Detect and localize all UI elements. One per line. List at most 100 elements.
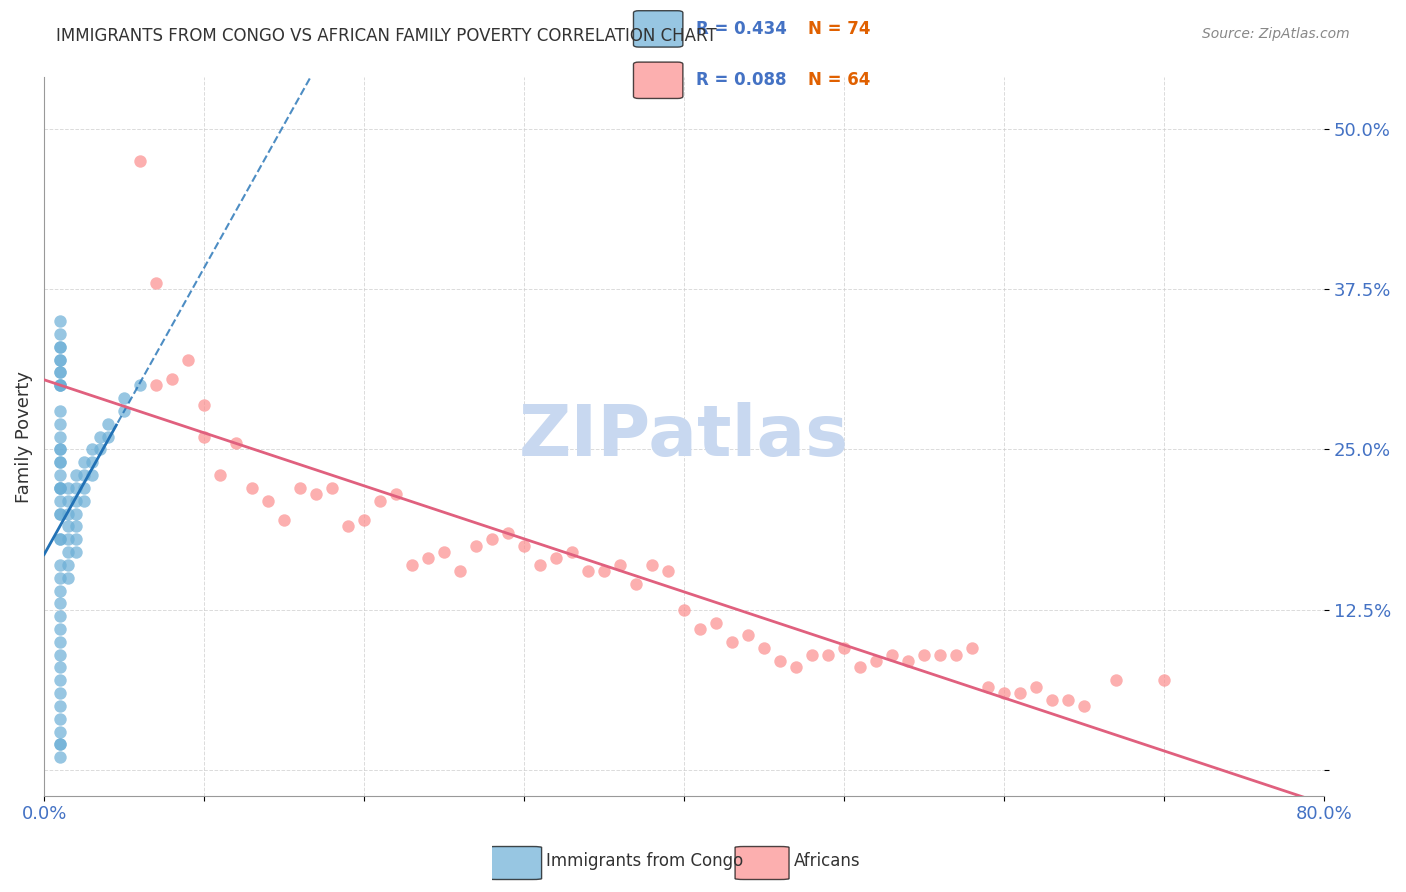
Text: N = 74: N = 74 xyxy=(807,20,870,37)
Point xyxy=(465,539,488,553)
Point xyxy=(89,429,111,443)
Point xyxy=(49,378,72,392)
Point xyxy=(49,712,72,726)
Point xyxy=(785,660,807,674)
Point xyxy=(49,493,72,508)
Point xyxy=(49,533,72,547)
Text: Source: ZipAtlas.com: Source: ZipAtlas.com xyxy=(1202,27,1350,41)
FancyBboxPatch shape xyxy=(488,847,541,880)
Point xyxy=(82,442,104,457)
Point xyxy=(56,571,79,585)
Point xyxy=(609,558,631,572)
Point xyxy=(73,468,96,483)
Text: N = 64: N = 64 xyxy=(807,71,870,89)
Point xyxy=(817,648,839,662)
Point xyxy=(56,507,79,521)
Point xyxy=(49,571,72,585)
Point xyxy=(193,429,215,443)
Point xyxy=(49,673,72,688)
Point xyxy=(49,481,72,495)
Point xyxy=(801,648,824,662)
Point xyxy=(49,609,72,624)
Point xyxy=(49,596,72,610)
Point xyxy=(368,493,391,508)
Point xyxy=(1025,680,1047,694)
Point xyxy=(112,391,135,405)
Point xyxy=(49,366,72,380)
Point xyxy=(49,481,72,495)
Point xyxy=(49,352,72,367)
Point xyxy=(849,660,872,674)
Point xyxy=(945,648,967,662)
Point xyxy=(704,615,727,630)
Point xyxy=(49,583,72,598)
Point xyxy=(65,493,87,508)
Point xyxy=(385,487,408,501)
Point xyxy=(49,314,72,328)
Point xyxy=(49,468,72,483)
Point xyxy=(49,378,72,392)
Point xyxy=(49,507,72,521)
Text: R = 0.088: R = 0.088 xyxy=(696,71,786,89)
Point xyxy=(160,372,183,386)
Point xyxy=(129,153,152,168)
Point xyxy=(993,686,1015,700)
Point xyxy=(1153,673,1175,688)
Point xyxy=(145,378,167,392)
Point xyxy=(49,404,72,418)
Point xyxy=(305,487,328,501)
Point xyxy=(576,564,599,578)
Point xyxy=(49,442,72,457)
Point xyxy=(49,352,72,367)
Point xyxy=(544,551,567,566)
Point xyxy=(49,340,72,354)
Point xyxy=(49,738,72,752)
Point xyxy=(257,493,280,508)
Point xyxy=(49,455,72,469)
Point xyxy=(73,481,96,495)
Point xyxy=(82,455,104,469)
Point xyxy=(112,404,135,418)
Point xyxy=(49,635,72,649)
Point xyxy=(49,724,72,739)
Point xyxy=(73,455,96,469)
Point xyxy=(49,326,72,341)
Point xyxy=(752,641,775,656)
Point xyxy=(1057,692,1080,706)
Point xyxy=(721,635,744,649)
Point xyxy=(193,398,215,412)
Point xyxy=(129,378,152,392)
Point xyxy=(49,442,72,457)
Point xyxy=(82,468,104,483)
Point xyxy=(672,603,695,617)
Text: Africans: Africans xyxy=(793,852,860,870)
Point xyxy=(209,468,232,483)
Point xyxy=(225,436,247,450)
Point xyxy=(288,481,311,495)
Point xyxy=(56,533,79,547)
Text: Immigrants from Congo: Immigrants from Congo xyxy=(546,852,744,870)
Point xyxy=(49,660,72,674)
Point xyxy=(401,558,423,572)
Point xyxy=(49,507,72,521)
Point xyxy=(273,513,295,527)
Point xyxy=(49,455,72,469)
Point xyxy=(65,507,87,521)
Point xyxy=(65,468,87,483)
Text: ZIPatlas: ZIPatlas xyxy=(519,402,849,471)
Point xyxy=(353,513,375,527)
Point xyxy=(912,648,935,662)
Point xyxy=(65,533,87,547)
Text: IMMIGRANTS FROM CONGO VS AFRICAN FAMILY POVERTY CORRELATION CHART: IMMIGRANTS FROM CONGO VS AFRICAN FAMILY … xyxy=(56,27,717,45)
Point xyxy=(1008,686,1031,700)
Point xyxy=(56,519,79,533)
Point xyxy=(49,417,72,431)
Point xyxy=(49,533,72,547)
Point xyxy=(977,680,1000,694)
Point xyxy=(433,545,456,559)
Point xyxy=(1105,673,1128,688)
Point xyxy=(49,698,72,713)
Point xyxy=(496,525,519,540)
Point xyxy=(97,417,120,431)
Point xyxy=(449,564,471,578)
